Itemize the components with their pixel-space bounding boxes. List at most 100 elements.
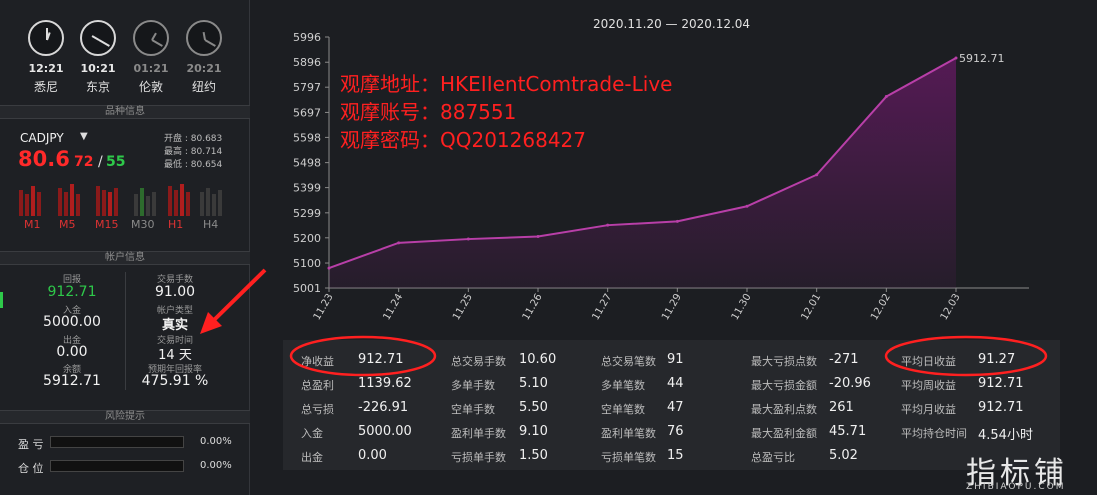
stat-label: 入金 <box>301 427 323 440</box>
data-point <box>884 95 888 99</box>
annual-return-label: 预期年回报率 <box>147 365 202 375</box>
stat-label: 平均持仓时间 <box>901 427 967 440</box>
return-label: 回报 <box>62 275 81 285</box>
stat-label: 最大盈利点数 <box>751 403 817 416</box>
timeframe-m30[interactable]: M30 <box>131 218 155 231</box>
stat-label: 空单手数 <box>451 403 495 416</box>
stat-label: 多单笔数 <box>601 379 645 392</box>
data-point <box>536 235 540 239</box>
stat-label: 总盈利 <box>301 379 334 392</box>
data-point <box>327 266 331 270</box>
strength-bars <box>200 182 226 216</box>
strength-bars <box>134 182 160 216</box>
equity-area <box>329 58 956 288</box>
y-tick-label: 5299 <box>293 207 321 220</box>
stat-value: 5.10 <box>519 376 548 391</box>
chevron-down-icon[interactable]: ▼ <box>80 131 88 142</box>
highlight-ellipse <box>884 335 1048 377</box>
clock-icon <box>186 20 222 56</box>
arrow-annotation <box>200 268 267 334</box>
stat-label: 出金 <box>301 451 323 464</box>
left-panel: 12:21 10:21 01:21 20:21 悉尼 东京 伦敦 纽约 品种信息… <box>0 0 250 495</box>
price-ask: 55 <box>106 154 126 170</box>
equity-chart: 5001 5100 5200 5299 5399 5498 5598 5697 5797 5896… <box>293 31 1029 322</box>
y-tick-label: 5797 <box>293 81 321 94</box>
withdraw-label: 出金 <box>62 336 81 346</box>
stat-value: -226.91 <box>358 400 409 415</box>
open-price: 开盘 : 80.683 <box>164 134 223 144</box>
symbol-name: CADJPY <box>20 131 64 145</box>
stat-label: 亏损单笔数 <box>601 451 656 464</box>
withdraw-value: 0.00 <box>56 344 88 360</box>
stat-label: 最大亏损点数 <box>751 355 817 368</box>
x-tick-label: 11.23 <box>312 292 336 322</box>
return-value: 912.71 <box>47 284 97 300</box>
balance-value: 5912.71 <box>43 373 101 389</box>
strength-bars <box>168 182 194 216</box>
stat-value: -20.96 <box>829 376 871 391</box>
timeframe-m1[interactable]: M1 <box>24 218 41 231</box>
x-tick-label: 11.30 <box>730 292 754 322</box>
x-tick-label: 12.01 <box>799 292 823 322</box>
clock-time: 01:21 <box>133 62 169 75</box>
data-point <box>815 173 819 177</box>
timeframe-h4[interactable]: H4 <box>203 218 219 231</box>
stat-label: 总交易笔数 <box>601 355 656 368</box>
stat-label: 多单手数 <box>451 379 495 392</box>
timeframe-h1[interactable]: H1 <box>168 218 184 231</box>
x-tick-label: 11.24 <box>381 292 405 322</box>
y-tick-label: 5399 <box>293 182 321 195</box>
equity-line <box>328 57 957 270</box>
x-tick-label: 11.25 <box>451 292 475 322</box>
stat-label: 平均月收益 <box>901 403 956 416</box>
profit-risk-value: 0.00% <box>200 436 232 447</box>
trades-label: 交易手数 <box>156 275 193 285</box>
x-tick-label: 11.26 <box>521 292 545 322</box>
clock-icon <box>133 20 169 56</box>
stat-label: 总盈亏比 <box>751 451 795 464</box>
stat-value: 912.71 <box>978 400 1024 415</box>
clock-icon <box>80 20 116 56</box>
stat-value: 5.02 <box>829 448 858 463</box>
stat-value: 5000.00 <box>358 424 412 439</box>
stat-value: 15 <box>667 448 684 463</box>
active-indicator <box>0 292 3 308</box>
trades-value: 91.00 <box>154 284 196 300</box>
clock-time: 10:21 <box>80 62 116 75</box>
y-tick-label: 5697 <box>293 106 321 119</box>
y-tick-label: 5896 <box>293 56 321 69</box>
stat-value: 1139.62 <box>358 376 412 391</box>
section-header-account: 帐户信息 <box>0 251 250 265</box>
x-tick-label: 11.27 <box>590 292 614 322</box>
stat-value: 91.27 <box>978 352 1016 367</box>
trade-time-value: 14 天 <box>158 348 192 363</box>
price-big: 80.6 <box>18 147 70 171</box>
annual-return-value: 475.91 % <box>141 373 209 389</box>
watermark-url: ZHIBIAOPU.COM <box>966 482 1066 492</box>
stat-value: 5.50 <box>519 400 548 415</box>
stat-label: 净收益 <box>301 355 334 368</box>
timeframe-m15[interactable]: M15 <box>95 218 119 231</box>
stat-label: 总亏损 <box>301 403 334 416</box>
x-tick-label: 11.29 <box>660 292 684 322</box>
stat-value: 4.54小时 <box>978 428 1033 443</box>
stat-label: 平均日收益 <box>901 355 956 368</box>
highlight-ellipse <box>289 335 437 377</box>
data-point <box>397 241 401 245</box>
clock-city: 东京 <box>85 80 110 94</box>
timeframe-m5[interactable]: M5 <box>59 218 76 231</box>
price-bid: 72 <box>74 154 94 170</box>
stat-value: 44 <box>667 376 684 391</box>
data-point <box>675 219 679 223</box>
stat-value: 10.60 <box>519 352 557 367</box>
clock-icon <box>28 20 64 56</box>
stat-value: 76 <box>667 424 684 439</box>
stat-label: 平均周收益 <box>901 379 956 392</box>
clock-city: 纽约 <box>191 80 216 94</box>
stat-value: 47 <box>667 400 684 415</box>
y-tick-label: 5498 <box>293 157 321 170</box>
stats-table: 净收益 912.71 总盈利 1139.62 总亏损 -226.91 入金 5000.00 出金… <box>283 340 1060 470</box>
last-value-label: 5912.71 <box>959 52 1005 65</box>
section-header-symbol: 品种信息 <box>0 105 250 119</box>
stat-label: 最大盈利金额 <box>751 427 817 440</box>
